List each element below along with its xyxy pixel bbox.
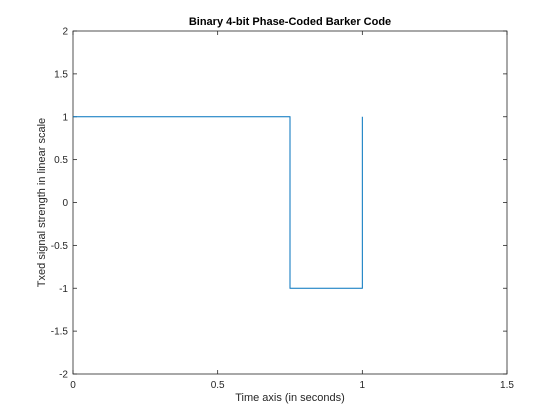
series-layer: [73, 116, 363, 289]
y-tick-label: 0.5: [54, 155, 68, 166]
y-tick-label: 1: [62, 112, 68, 123]
series-line: [73, 116, 363, 289]
x-tick-label: 0.5: [211, 380, 225, 391]
y-tick-label: -1: [59, 284, 68, 295]
chart-title: Binary 4-bit Phase-Coded Barker Code: [189, 16, 391, 28]
y-tick-label: 1.5: [54, 69, 68, 80]
x-tick-label: 0: [70, 380, 76, 391]
y-tick-label: 0: [62, 198, 68, 209]
y-tick-label: -0.5: [51, 241, 69, 252]
axis-tick-labels: 0 0.5 1 1.5 -2 -1.5 -1 -0.5 0 0.5 1 1.5 2: [51, 27, 515, 392]
y-tick-label: -1.5: [51, 327, 69, 338]
y-axis-label: Txed signal strength in linear scale: [36, 118, 48, 287]
x-tick-label: 1: [360, 380, 366, 391]
x-axis-label: Time axis (in seconds): [235, 392, 345, 404]
y-tick-label: 2: [62, 27, 68, 38]
axis-ticks: [72, 30, 508, 375]
x-tick-label: 1.5: [500, 380, 514, 391]
y-tick-label: -2: [59, 370, 68, 381]
